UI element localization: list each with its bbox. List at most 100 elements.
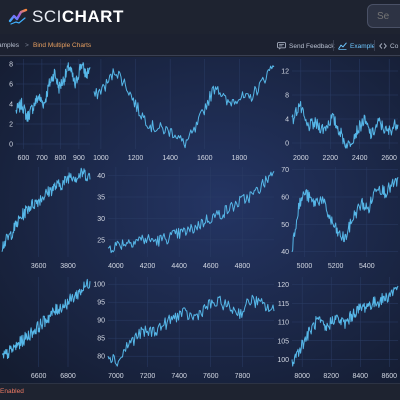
chart-line-icon <box>338 42 347 50</box>
y-tick-label: 4 <box>9 102 13 109</box>
y-tick-label: 4 <box>285 117 289 124</box>
x-tick-label: 6800 <box>60 373 76 380</box>
search-input[interactable] <box>377 10 400 22</box>
x-tick-label: 2600 <box>381 155 397 162</box>
code-tab[interactable]: Co <box>379 39 398 53</box>
series-line <box>291 285 399 367</box>
y-tick-label: 0 <box>9 142 13 149</box>
charts-background <box>0 57 400 383</box>
y-tick-label: 70 <box>281 167 289 174</box>
chart-panel-1[interactable]: 600 700 800 900 0 2 4 6 8 <box>9 59 91 162</box>
bound-charts-grid[interactable]: 600 700 800 900 0 2 4 6 8 1000 1200 1400 1600 1800 200… <box>0 57 400 383</box>
x-tick-label: 8000 <box>294 373 310 380</box>
y-tick-label: 90 <box>97 318 105 325</box>
x-tick-label: 3600 <box>31 263 47 270</box>
chart-panel-3[interactable]: 2000 2200 2400 2600 0 4 8 12 <box>281 59 399 162</box>
x-tick-label: 1000 <box>93 155 109 162</box>
chart-panel-9[interactable]: 8000 8200 8400 8600 100 105 110 115 120 <box>277 277 399 380</box>
y-tick-label: 2 <box>9 122 13 129</box>
y-tick-label: 85 <box>97 336 105 343</box>
x-tick-label: 5200 <box>328 263 344 270</box>
x-tick-label: 1200 <box>128 155 144 162</box>
x-tick-label: 3800 <box>60 263 76 270</box>
y-tick-label: 120 <box>277 282 289 289</box>
send-feedback-button[interactable]: Send Feedback <box>277 39 335 53</box>
x-tick-label: 800 <box>55 155 67 162</box>
x-tick-label: 7200 <box>140 373 156 380</box>
breadcrumb-current: Bind Multiple Charts <box>33 42 92 49</box>
y-tick-label: 100 <box>93 282 105 289</box>
y-tick-label: 105 <box>277 338 289 345</box>
x-tick-label: 5000 <box>297 263 313 270</box>
series-line <box>107 171 275 254</box>
toolbar-divider <box>374 40 375 51</box>
chart-panel-8[interactable]: 7000 7200 7400 7600 7800 80 85 90 95 100 <box>93 277 275 380</box>
series-line <box>15 62 91 122</box>
y-tick-label: 0 <box>285 141 289 148</box>
x-tick-label: 1800 <box>232 155 248 162</box>
top-header: SCICHART <box>0 0 400 34</box>
toolbar-divider <box>333 40 334 51</box>
x-tick-label: 6600 <box>31 373 47 380</box>
chart-panel-7[interactable]: 6600 6800 <box>2 277 91 380</box>
breadcrumb-parent[interactable]: amples <box>0 42 19 49</box>
x-tick-label: 7000 <box>108 373 124 380</box>
status-text: Enabled <box>0 388 24 395</box>
y-tick-label: 12 <box>281 69 289 76</box>
x-tick-label: 7800 <box>235 373 251 380</box>
send-feedback-label: Send Feedback <box>289 42 335 50</box>
code-icon <box>379 43 387 49</box>
logo-text: SCICHART <box>32 7 124 26</box>
x-tick-label: 8200 <box>323 373 339 380</box>
x-tick-label: 7600 <box>203 373 219 380</box>
search-box[interactable] <box>367 4 400 28</box>
y-tick-label: 80 <box>97 354 105 361</box>
x-tick-label: 4800 <box>235 263 251 270</box>
y-tick-label: 25 <box>97 237 105 244</box>
y-tick-label: 60 <box>281 195 289 202</box>
x-tick-label: 2000 <box>293 155 309 162</box>
x-tick-label: 7400 <box>171 373 187 380</box>
y-tick-label: 95 <box>97 300 105 307</box>
x-tick-label: 1400 <box>162 155 178 162</box>
x-tick-label: 4600 <box>203 263 219 270</box>
y-tick-label: 115 <box>278 301 289 308</box>
y-tick-label: 8 <box>9 62 13 69</box>
breadcrumb-separator: > <box>25 42 29 49</box>
series-line <box>291 177 399 253</box>
example-tab-label: Example <box>350 42 376 50</box>
x-tick-label: 4200 <box>140 263 156 270</box>
x-tick-label: 8400 <box>352 373 368 380</box>
y-tick-label: 8 <box>285 93 289 100</box>
example-tab[interactable]: Example <box>338 39 375 53</box>
x-tick-label: 700 <box>36 155 48 162</box>
scichart-logo[interactable]: SCICHART <box>8 7 124 27</box>
series-line <box>1 167 91 252</box>
code-tab-label: Co <box>390 42 399 50</box>
feedback-icon <box>277 42 286 50</box>
chart-panel-6[interactable]: 5000 5200 5400 40 50 60 70 <box>281 167 399 270</box>
y-tick-label: 30 <box>97 216 105 223</box>
y-tick-label: 110 <box>278 320 289 327</box>
y-tick-label: 50 <box>281 222 289 229</box>
y-tick-label: 100 <box>277 357 289 364</box>
status-bar: Enabled <box>0 383 400 400</box>
chart-panel-2[interactable]: 1000 1200 1400 1600 1800 <box>93 59 275 162</box>
chart-panel-4[interactable]: 3600 3800 <box>1 167 91 270</box>
series-line <box>291 101 399 149</box>
series-line <box>93 65 275 149</box>
y-tick-label: 35 <box>97 195 105 202</box>
x-tick-label: 600 <box>18 155 30 162</box>
series-line <box>2 278 91 359</box>
x-tick-label: 4000 <box>108 263 124 270</box>
y-tick-label: 6 <box>9 82 13 89</box>
x-tick-label: 5400 <box>359 263 375 270</box>
x-tick-label: 2400 <box>352 155 368 162</box>
x-tick-label: 1600 <box>197 155 213 162</box>
chart-panel-5[interactable]: 4000 4200 4400 4600 4800 25 30 35 40 <box>97 167 275 270</box>
y-tick-label: 40 <box>97 173 105 180</box>
x-tick-label: 4400 <box>171 263 187 270</box>
x-tick-label: 8600 <box>381 373 397 380</box>
